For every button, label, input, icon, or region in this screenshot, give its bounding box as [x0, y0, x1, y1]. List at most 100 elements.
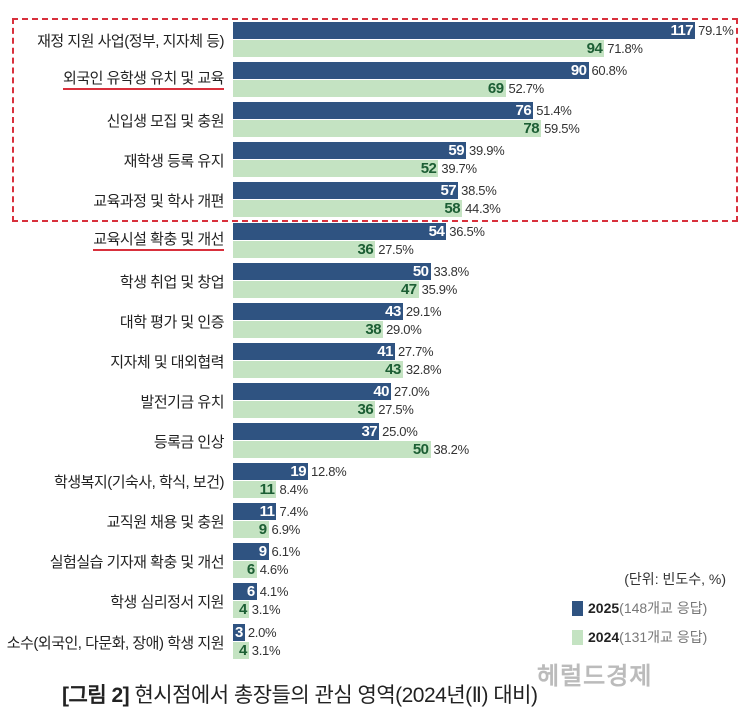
category-label: 소수(외국인, 다문화, 장애) 학생 지원 — [6, 634, 225, 652]
percent-label: 39.9% — [469, 143, 505, 159]
value-label: 4 — [238, 601, 247, 619]
value-label: 57 — [440, 182, 457, 200]
percent-label: 4.6% — [259, 562, 289, 578]
percent-label: 2.0% — [247, 624, 277, 640]
category-label: 학생복지(기숙사, 학식, 보건) — [54, 474, 224, 492]
percent-label: 60.8% — [591, 63, 628, 79]
value-label: 9 — [258, 521, 267, 539]
percent-label: 71.8% — [607, 41, 643, 56]
value-label: 47 — [400, 280, 417, 298]
percent-label: 27.0% — [394, 383, 430, 399]
percent-label: 39.7% — [441, 161, 477, 177]
category-label: 교직원 채용 및 충원 — [106, 514, 225, 532]
watermark: 헤럴드경제 — [537, 663, 653, 690]
category-label: 외국인 유학생 유치 및 교육 — [63, 70, 224, 91]
legend-swatch-2024 — [572, 629, 583, 645]
bar-2025 — [233, 102, 534, 120]
percent-label: 79.1% — [698, 23, 734, 38]
value-label: 6 — [246, 561, 255, 579]
legend-label: 2024 — [588, 629, 620, 645]
highlight-box — [12, 18, 738, 222]
percent-label: 35.9% — [421, 281, 458, 297]
value-label: 6 — [246, 583, 255, 601]
bar-2024 — [233, 200, 463, 218]
bar-2024 — [233, 160, 439, 178]
bar-2025 — [233, 62, 589, 80]
value-label: 37 — [361, 423, 378, 440]
percent-label: 3.1% — [251, 642, 281, 658]
bar-2024 — [233, 441, 431, 458]
unit-note: (단위: 빈도수, %) — [624, 571, 726, 587]
percent-label: 52.7% — [508, 81, 545, 97]
value-label: 43 — [385, 360, 401, 378]
value-label: 43 — [385, 302, 401, 320]
percent-label: 51.4% — [536, 103, 572, 119]
percent-label: 36.5% — [449, 223, 485, 239]
bar-2025 — [233, 342, 395, 360]
percent-label: 4.1% — [259, 584, 289, 600]
category-label: 학생 심리정서 지원 — [110, 594, 224, 612]
value-label: 76 — [515, 102, 532, 120]
value-label: 59 — [448, 142, 465, 160]
percent-label: 27.5% — [378, 401, 414, 417]
bar-2025 — [233, 623, 245, 641]
percent-label: 29.0% — [386, 321, 422, 337]
bar-2024 — [233, 240, 376, 258]
category-label: 실험실습 기자재 확충 및 개선 — [49, 554, 225, 572]
value-label: 36 — [357, 400, 374, 418]
value-label: 38 — [365, 320, 382, 338]
percent-label: 32.8% — [405, 361, 442, 377]
category-label: 교육시설 확충 및 개선 — [93, 231, 224, 251]
category-label: 재정 지원 사업(정부, 지자체 등) — [37, 33, 224, 50]
bar-2024 — [233, 360, 403, 378]
value-label: 11 — [259, 481, 275, 499]
bar-2024 — [233, 521, 269, 539]
value-label: 40 — [373, 382, 389, 400]
bar-2025 — [233, 222, 447, 240]
bar-2025 — [233, 543, 269, 561]
percent-label: 6.1% — [271, 544, 301, 560]
category-label: 학생 취업 및 창업 — [119, 273, 225, 291]
bar-2024 — [233, 320, 384, 338]
category-label: 교육과정 및 학사 개편 — [93, 193, 224, 211]
value-label: 69 — [487, 80, 504, 98]
value-label: 41 — [377, 342, 393, 360]
percent-label: 29.1% — [405, 303, 442, 319]
value-label: 50 — [412, 441, 429, 458]
value-label: 11 — [259, 503, 275, 521]
bar-2025 — [233, 262, 431, 280]
percent-label: 59.5% — [544, 121, 580, 137]
percent-label: 3.1% — [251, 602, 281, 618]
bar-2024 — [233, 400, 376, 418]
bar-2024 — [233, 120, 542, 138]
legend-label: 2025 — [588, 600, 620, 616]
bar-2025 — [233, 463, 309, 481]
caption-prefix: [그림 2] — [62, 684, 130, 707]
caption-text: 현시점에서 총장들의 관심 영역(2024년(Ⅱ) 대비) — [129, 684, 538, 707]
figure-caption: [그림 2] 현시점에서 총장들의 관심 영역(2024년(Ⅱ) 대비) — [62, 679, 538, 709]
bar-2025 — [233, 503, 277, 521]
value-label: 117 — [670, 22, 694, 39]
value-label: 19 — [290, 463, 307, 481]
bar-2025 — [233, 382, 391, 400]
value-label: 78 — [523, 120, 540, 138]
percent-label: 33.8% — [433, 263, 470, 279]
legend-note: (131개교 응답) — [619, 629, 708, 645]
category-label: 지자체 및 대외협력 — [110, 353, 224, 371]
percent-label: 38.5% — [461, 183, 497, 199]
value-label: 50 — [412, 262, 429, 280]
value-label: 52 — [420, 160, 437, 178]
bar-2024 — [233, 40, 605, 57]
percent-label: 27.5% — [378, 241, 414, 257]
percent-label: 44.3% — [465, 201, 501, 217]
value-label: 54 — [428, 222, 445, 240]
legend-note: (148개교 응답) — [619, 600, 708, 616]
percent-label: 6.9% — [271, 522, 301, 538]
value-label: 94 — [586, 40, 603, 57]
category-label: 재학생 등록 유지 — [123, 153, 225, 171]
category-label: 등록금 인상 — [153, 434, 225, 451]
percent-label: 25.0% — [382, 424, 418, 439]
percent-label: 38.2% — [433, 442, 470, 457]
percent-label: 27.7% — [397, 343, 434, 359]
